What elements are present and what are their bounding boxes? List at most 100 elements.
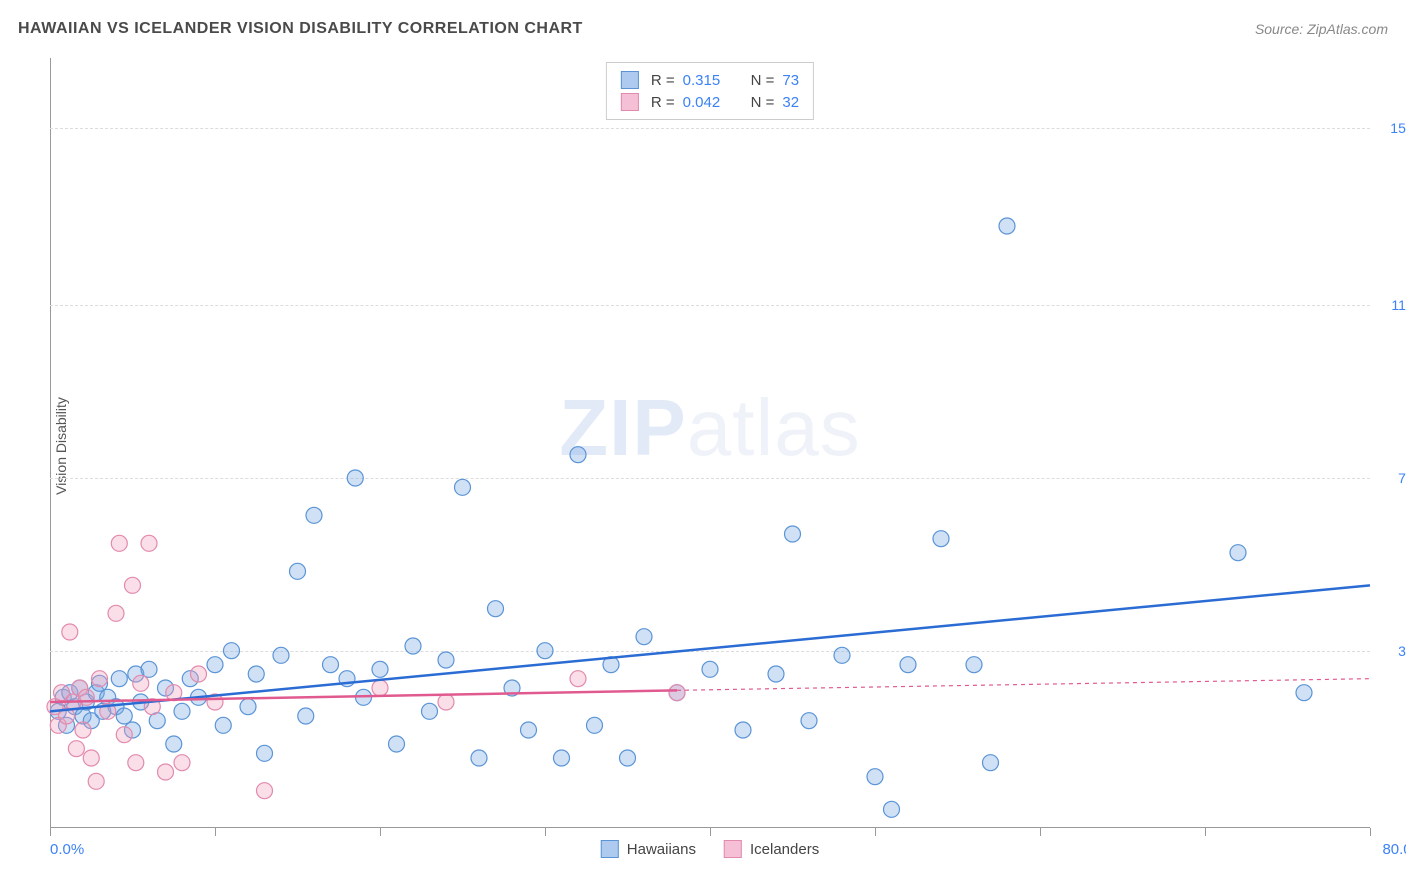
data-point bbox=[215, 717, 231, 733]
data-point bbox=[257, 783, 273, 799]
data-point bbox=[768, 666, 784, 682]
data-point bbox=[290, 563, 306, 579]
data-point bbox=[306, 507, 322, 523]
n-value-icelanders: 32 bbox=[782, 94, 799, 111]
data-point bbox=[405, 638, 421, 654]
data-point bbox=[834, 647, 850, 663]
data-point bbox=[191, 666, 207, 682]
x-min-label: 0.0% bbox=[50, 841, 84, 858]
data-point bbox=[570, 671, 586, 687]
data-point bbox=[108, 605, 124, 621]
swatch-icelanders-icon bbox=[724, 840, 742, 858]
correlation-legend: R = 0.315 N = 73 R = 0.042 N = 32 bbox=[606, 62, 814, 120]
data-point bbox=[257, 745, 273, 761]
r-value-hawaiians: 0.315 bbox=[683, 72, 733, 89]
x-tick bbox=[545, 828, 546, 836]
data-point bbox=[92, 671, 108, 687]
x-tick bbox=[1040, 828, 1041, 836]
data-point bbox=[620, 750, 636, 766]
series-legend: Hawaiians Icelanders bbox=[601, 840, 819, 858]
data-point bbox=[141, 661, 157, 677]
data-point bbox=[785, 526, 801, 542]
swatch-icelanders bbox=[621, 93, 639, 111]
data-point bbox=[521, 722, 537, 738]
r-label: R = bbox=[651, 72, 675, 89]
swatch-hawaiians bbox=[621, 71, 639, 89]
legend-item-icelanders: Icelanders bbox=[724, 840, 819, 858]
data-point bbox=[116, 708, 132, 724]
data-point bbox=[438, 652, 454, 668]
data-point bbox=[248, 666, 264, 682]
n-label: N = bbox=[751, 72, 775, 89]
data-point bbox=[83, 750, 99, 766]
data-point bbox=[78, 689, 94, 705]
x-tick bbox=[710, 828, 711, 836]
data-point bbox=[128, 755, 144, 771]
data-point bbox=[372, 680, 388, 696]
data-point bbox=[240, 699, 256, 715]
swatch-hawaiians-icon bbox=[601, 840, 619, 858]
data-point bbox=[488, 601, 504, 617]
data-point bbox=[166, 736, 182, 752]
n-value-hawaiians: 73 bbox=[782, 72, 799, 89]
data-point bbox=[141, 535, 157, 551]
r-value-icelanders: 0.042 bbox=[683, 94, 733, 111]
data-point bbox=[587, 717, 603, 733]
y-tick-label: 15.0% bbox=[1375, 120, 1406, 136]
data-point bbox=[323, 657, 339, 673]
x-tick bbox=[1370, 828, 1371, 836]
data-point bbox=[801, 713, 817, 729]
data-point bbox=[389, 736, 405, 752]
r-label: R = bbox=[651, 94, 675, 111]
chart-source: Source: ZipAtlas.com bbox=[1255, 21, 1388, 37]
x-tick bbox=[1205, 828, 1206, 836]
y-tick-label: 7.5% bbox=[1375, 470, 1406, 486]
data-point bbox=[900, 657, 916, 673]
data-point bbox=[273, 647, 289, 663]
data-point bbox=[471, 750, 487, 766]
legend-label-icelanders: Icelanders bbox=[750, 841, 819, 858]
data-point bbox=[537, 643, 553, 659]
data-point bbox=[1230, 545, 1246, 561]
data-point bbox=[735, 722, 751, 738]
data-point bbox=[207, 657, 223, 673]
data-point bbox=[422, 703, 438, 719]
scatter-svg bbox=[50, 58, 1370, 828]
chart-title: HAWAIIAN VS ICELANDER VISION DISABILITY … bbox=[18, 20, 583, 38]
data-point bbox=[372, 661, 388, 677]
data-point bbox=[554, 750, 570, 766]
data-point bbox=[75, 722, 91, 738]
x-tick bbox=[50, 828, 51, 836]
data-point bbox=[116, 727, 132, 743]
data-point bbox=[867, 769, 883, 785]
n-label: N = bbox=[751, 94, 775, 111]
data-point bbox=[570, 447, 586, 463]
data-point bbox=[438, 694, 454, 710]
data-point bbox=[111, 671, 127, 687]
legend-label-hawaiians: Hawaiians bbox=[627, 841, 696, 858]
y-tick-label: 3.8% bbox=[1375, 643, 1406, 659]
data-point bbox=[999, 218, 1015, 234]
data-point bbox=[125, 577, 141, 593]
data-point bbox=[158, 764, 174, 780]
data-point bbox=[68, 741, 84, 757]
plot-area: ZIPatlas 3.8%7.5%11.2%15.0% 0.0% 80.0% R… bbox=[50, 58, 1370, 828]
data-point bbox=[669, 685, 685, 701]
legend-row-icelanders: R = 0.042 N = 32 bbox=[621, 91, 799, 113]
data-point bbox=[298, 708, 314, 724]
x-tick bbox=[875, 828, 876, 836]
data-point bbox=[636, 629, 652, 645]
x-tick bbox=[215, 828, 216, 836]
data-point bbox=[174, 755, 190, 771]
x-tick bbox=[380, 828, 381, 836]
data-point bbox=[455, 479, 471, 495]
legend-item-hawaiians: Hawaiians bbox=[601, 840, 696, 858]
data-point bbox=[174, 703, 190, 719]
data-point bbox=[133, 675, 149, 691]
data-point bbox=[702, 661, 718, 677]
data-point bbox=[88, 773, 104, 789]
x-max-label: 80.0% bbox=[1382, 841, 1406, 858]
data-point bbox=[347, 470, 363, 486]
data-point bbox=[111, 535, 127, 551]
legend-row-hawaiians: R = 0.315 N = 73 bbox=[621, 69, 799, 91]
